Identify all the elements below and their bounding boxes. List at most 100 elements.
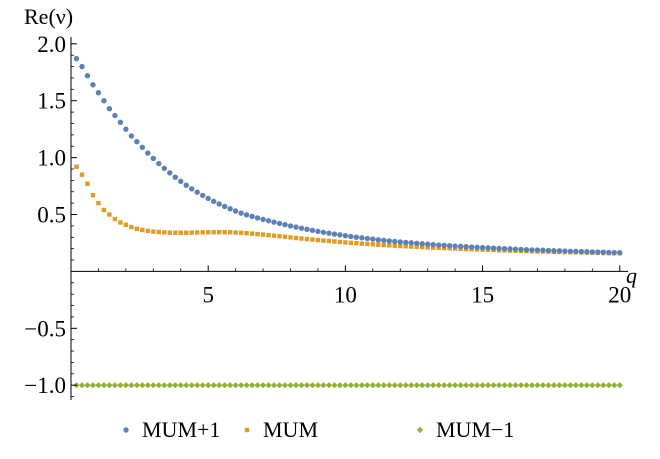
data-point	[414, 240, 420, 247]
data-point	[211, 229, 216, 235]
data-point	[392, 238, 398, 245]
data-point	[210, 382, 217, 389]
data-point	[222, 229, 227, 235]
y-tick-label: 0.5	[37, 203, 66, 228]
data-point	[276, 220, 283, 227]
data-point	[600, 382, 607, 389]
data-point	[326, 230, 332, 236]
legend-label: MUM−1	[436, 417, 514, 442]
x-tick-label: 15	[471, 282, 494, 307]
data-point	[386, 238, 392, 244]
data-point	[578, 248, 585, 255]
data-point	[457, 382, 464, 389]
data-point	[282, 234, 288, 240]
legend-marker	[123, 427, 129, 433]
data-point	[326, 238, 332, 244]
data-point	[150, 155, 157, 162]
data-point	[122, 382, 129, 389]
data-point	[139, 144, 146, 151]
data-point	[200, 230, 205, 235]
data-point	[304, 226, 310, 233]
data-point	[173, 230, 178, 235]
data-point	[452, 243, 458, 249]
data-point	[584, 249, 590, 255]
data-point	[151, 229, 156, 234]
series-diamond	[73, 382, 623, 389]
data-point	[178, 230, 183, 235]
data-point	[430, 382, 437, 389]
data-point	[403, 239, 409, 246]
data-point	[457, 243, 464, 250]
data-point	[359, 235, 365, 241]
data-point	[139, 382, 146, 389]
data-point	[463, 382, 470, 389]
data-point	[600, 249, 607, 255]
data-point	[194, 189, 200, 195]
data-point	[310, 237, 315, 242]
data-point	[473, 382, 481, 389]
data-point	[205, 195, 211, 202]
data-point	[452, 382, 459, 389]
data-point	[118, 220, 123, 225]
data-point	[392, 243, 397, 248]
data-point	[133, 382, 140, 389]
data-point	[184, 230, 189, 235]
data-point	[354, 240, 359, 246]
data-point	[85, 181, 90, 186]
data-point	[540, 247, 546, 253]
data-point	[348, 240, 354, 246]
data-point	[266, 232, 271, 238]
data-point	[309, 382, 316, 389]
data-point	[107, 212, 112, 217]
data-point	[161, 165, 167, 172]
data-point	[359, 241, 365, 246]
data-point	[523, 246, 530, 253]
data-point	[397, 239, 403, 245]
data-point	[101, 207, 107, 213]
data-point	[567, 248, 574, 254]
data-point	[167, 230, 172, 235]
y-ticks: 2.0 1.5 1.0 0.5 −0.5 −1.0	[24, 32, 77, 398]
data-point	[205, 230, 211, 235]
data-point	[391, 382, 398, 389]
data-point	[233, 230, 238, 235]
data-point	[512, 382, 519, 389]
data-point	[320, 229, 327, 235]
data-point	[200, 192, 206, 199]
data-point	[260, 232, 266, 237]
data-point	[304, 236, 310, 242]
data-point	[561, 382, 568, 389]
data-point	[260, 216, 266, 223]
data-point	[216, 382, 223, 389]
data-point	[331, 231, 338, 237]
data-point	[364, 382, 371, 389]
data-point	[578, 382, 585, 389]
data-point	[376, 242, 381, 247]
y-tick-label: 2.0	[37, 32, 66, 57]
data-point	[79, 63, 85, 70]
data-point	[534, 247, 541, 253]
data-point	[189, 186, 195, 192]
data-point	[293, 235, 299, 241]
data-point	[534, 382, 541, 389]
data-point	[484, 382, 492, 389]
data-point	[430, 241, 436, 248]
data-point	[166, 382, 173, 389]
data-point	[188, 382, 195, 389]
data-point	[528, 382, 536, 389]
data-point	[529, 247, 535, 253]
data-point	[572, 382, 579, 389]
data-point	[238, 210, 244, 216]
data-point	[545, 247, 552, 254]
y-tick-label: 1.5	[37, 89, 66, 114]
data-point	[112, 112, 118, 119]
y-tick-label: −1.0	[24, 373, 66, 398]
x-tick-label: 5	[202, 282, 214, 307]
axes: 5 10 15 20 2.0 1.5 1.0 0.5 −0.5 −1.0 q Re(ν)	[24, 4, 637, 400]
data-point	[408, 382, 415, 389]
data-point	[347, 382, 354, 389]
x-ticks: 5 10 15 20	[98, 265, 631, 307]
data-point	[332, 239, 337, 244]
data-point	[512, 246, 519, 252]
x-axis-label: q	[626, 263, 637, 288]
